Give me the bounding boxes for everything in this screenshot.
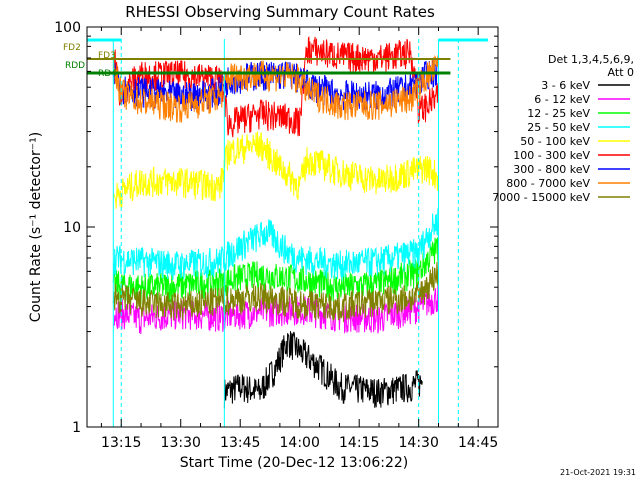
legend-entry-label: 12 - 25 keV [527,107,590,120]
legend-entry-label: 100 - 300 keV [513,149,590,162]
legend-entry-label: 50 - 100 keV [520,135,590,148]
series-line-8 [112,260,439,323]
legend-header: Det 1,3,4,5,6,9, [548,53,634,66]
x-tick-label: 13:45 [220,435,260,451]
y-axis-label: Count Rate (s⁻¹ detector⁻¹) [28,132,44,322]
legend-entry-label: 7000 - 15000 keV [492,191,590,204]
legend-entry-label: 6 - 12 keV [534,93,590,106]
series-line-4 [112,131,439,209]
series-line-5 [112,36,439,138]
series-line-2 [112,237,439,304]
x-tick-label: 14:00 [280,435,320,451]
x-tick-label: 13:30 [161,435,201,451]
x-axis-label: Start Time (20-Dec-12 13:06:22) [180,455,408,471]
chart-title: RHESSI Observing Summary Count Rates [125,3,435,21]
marker-layer: FD2 FD3 RDD RD4 [63,38,488,427]
footer-timestamp: 21-Oct-2021 19:31 [560,468,636,477]
marker-label: RD4 [98,69,117,79]
marker-label: RDD [65,61,85,71]
y-tick-label: 10 [63,220,81,236]
x-tick-label: 14:45 [458,435,498,451]
legend-entry-label: 800 - 7000 keV [506,177,590,190]
marker-label: FD3 [98,51,116,61]
x-tick-label: 13:15 [101,435,141,451]
x-tick-label: 14:15 [339,435,379,451]
series-line-0 [223,331,423,409]
series-layer [112,36,439,409]
y-tick-label: 100 [54,20,81,36]
legend-entry-label: 3 - 6 keV [541,79,590,92]
y-tick-label: 1 [72,420,81,436]
series-line-3 [112,208,439,281]
legend-entry-label: 25 - 50 keV [527,121,590,134]
y-axis: 1 10 100 [54,20,498,436]
x-tick-label: 14:30 [399,435,439,451]
x-axis: 13:15 13:30 13:45 14:00 14:15 14:30 14:45 [100,27,499,451]
series-line-7 [112,51,439,123]
legend-entry-label: 300 - 800 keV [513,163,590,176]
marker-label: FD2 [63,43,81,53]
legend-header: Att 0 [608,66,634,79]
